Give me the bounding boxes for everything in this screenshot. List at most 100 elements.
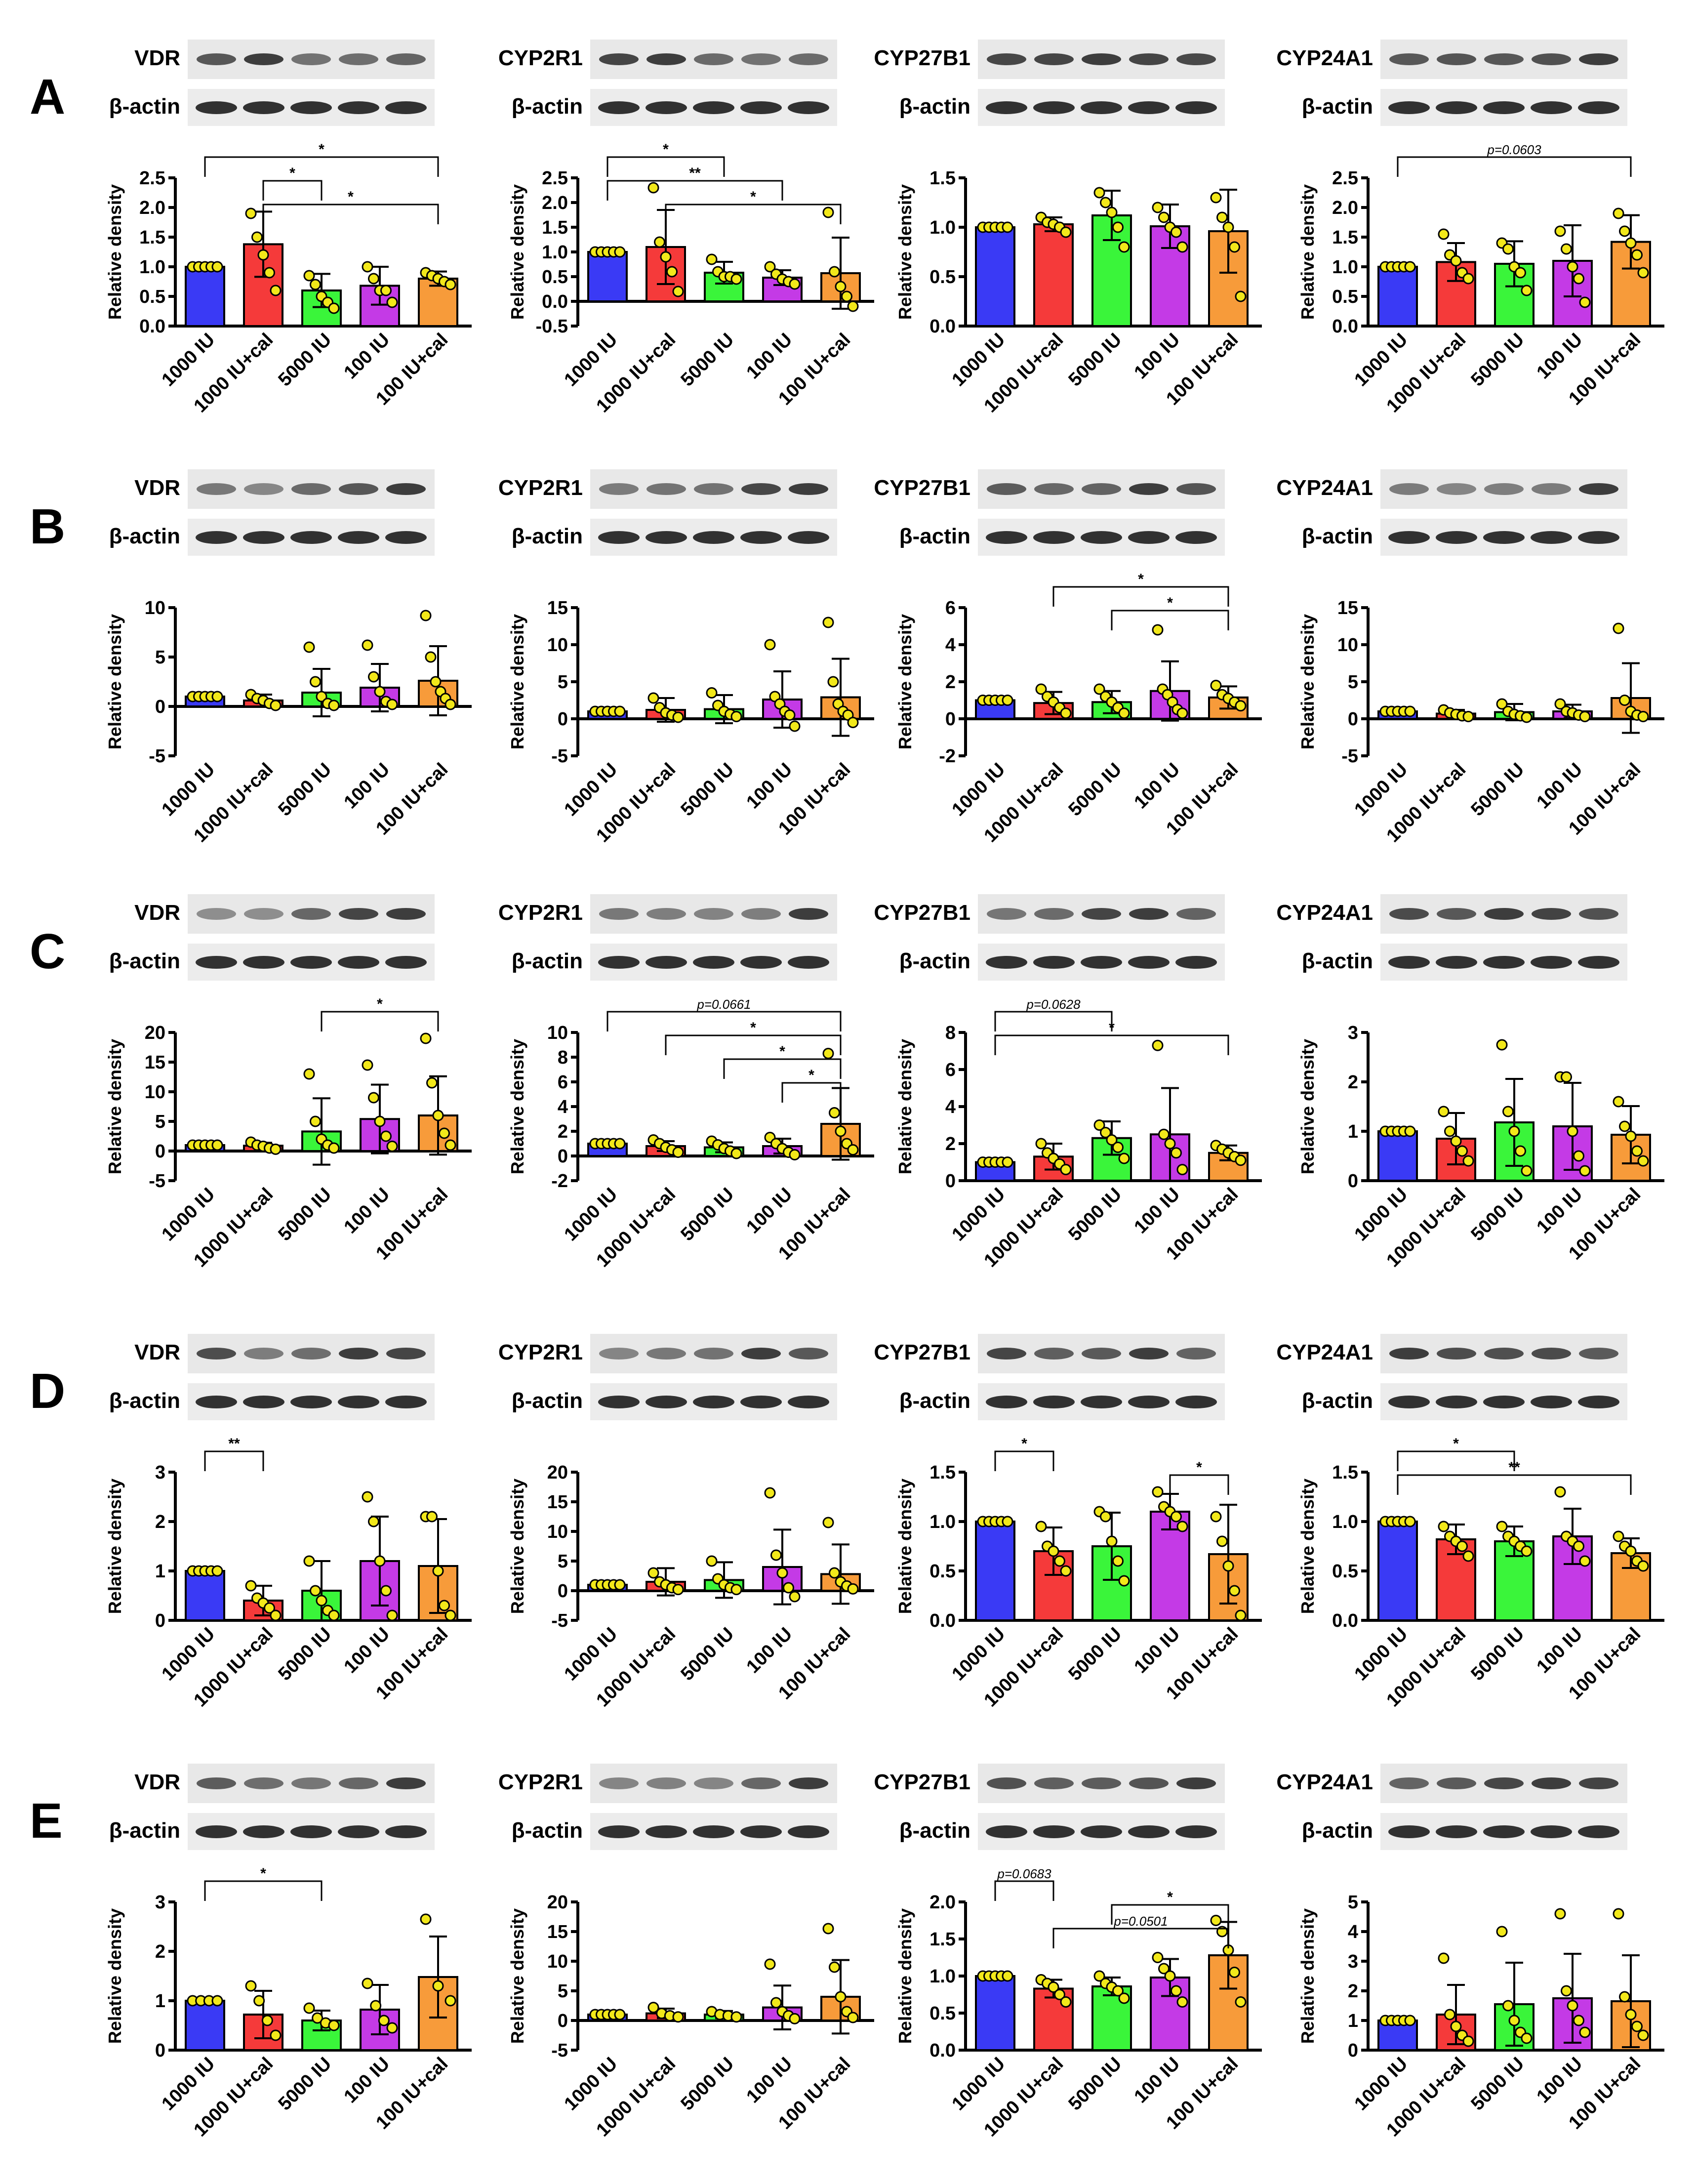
blot-band (1389, 1777, 1429, 1789)
actin-band (598, 1825, 640, 1838)
data-point (764, 639, 776, 651)
data-point (1631, 2020, 1643, 2032)
actin-band (1578, 956, 1619, 969)
significance-bracket (204, 1450, 264, 1471)
significance-bracket (1111, 1904, 1229, 1925)
actin-band (788, 101, 829, 114)
actin-band (1483, 531, 1525, 544)
actin-band (1436, 101, 1477, 114)
y-tick-label: 10 (145, 598, 165, 618)
data-point (1521, 711, 1533, 723)
data-point (789, 1591, 801, 1603)
blot-band (291, 53, 331, 65)
data-point (362, 261, 373, 273)
y-tick-label: 1.0 (1332, 1512, 1358, 1532)
data-point (614, 1138, 626, 1150)
x-tick-label: 5000 IU (275, 330, 336, 391)
data-point (654, 236, 665, 248)
significance-bracket (606, 180, 783, 201)
actin-band (646, 101, 687, 114)
data-point (1561, 1071, 1572, 1083)
y-tick-label: 0 (1348, 2040, 1358, 2061)
blot-band (599, 483, 639, 495)
blot-band (291, 908, 331, 920)
data-point (420, 1913, 432, 1925)
y-tick-label: 1.5 (1332, 227, 1358, 248)
beta-actin-label: β-actin (1302, 949, 1373, 973)
blot-band (1082, 1777, 1121, 1789)
actin-band (986, 101, 1027, 114)
blot-band (1129, 53, 1169, 65)
y-tick-label: 6 (558, 1072, 568, 1093)
x-tick-label: 100 IU (1130, 330, 1184, 383)
chart-D-cyp27b1: CYP27B1 β-actin 0.0 0.5 1.0 1.5 Relative densi… (874, 1334, 1262, 1711)
data-point (362, 1059, 373, 1071)
data-point (432, 1110, 444, 1121)
actin-band (986, 1396, 1027, 1408)
y-tick-label: 8 (945, 1023, 956, 1043)
actin-band (1175, 531, 1217, 544)
y-tick-label: 5 (558, 672, 568, 693)
blot-band (1176, 483, 1216, 495)
actin-band (598, 101, 640, 114)
y-tick-label: 2.0 (139, 198, 165, 218)
significance-label: * (1167, 1889, 1173, 1905)
blot-band (291, 1348, 331, 1360)
actin-band (1578, 101, 1619, 114)
data-point (1619, 1991, 1630, 2003)
data-point (822, 1923, 834, 1935)
data-point (1002, 221, 1013, 233)
significance-bracket (204, 156, 439, 177)
actin-band (196, 531, 237, 544)
actin-band (1175, 956, 1217, 969)
blot-band (1579, 1777, 1618, 1789)
chart-D-cyp2r1: CYP2R1 β-actin -5 0 5 10 15 20 Relative density 1… (498, 1334, 874, 1711)
data-point (1508, 1125, 1520, 1137)
y-tick-label: 15 (1337, 598, 1358, 618)
significance-label: p=0.0501 (1113, 1914, 1168, 1929)
blot-band (1484, 483, 1524, 495)
actin-band (740, 101, 782, 114)
chart-C-cyp2r1: CYP2R1 β-actin -2 0 2 4 6 8 10 Relative density 10… (498, 894, 874, 1272)
blot-band (1532, 1777, 1571, 1789)
blot-band (291, 1777, 331, 1789)
blot-band (1034, 53, 1074, 65)
beta-actin-label: β-actin (109, 94, 180, 119)
blot-band (1437, 53, 1476, 65)
data-point (444, 279, 456, 290)
data-point (1002, 695, 1013, 706)
data-point (386, 2022, 398, 2034)
y-axis-label: Relative density (1297, 184, 1318, 320)
actin-band (646, 956, 687, 969)
chart-A-vdr: VDR β-actin 0.0 0.5 1.0 1.5 2.0 2.5 Relative den… (105, 40, 472, 417)
x-tick-label: 1000 IU (158, 1184, 219, 1245)
data-point (1573, 1150, 1584, 1162)
gene-label: CYP2R1 (498, 1340, 583, 1364)
beta-actin-label: β-actin (899, 949, 970, 973)
data-point (822, 617, 834, 628)
bar-1 (185, 1570, 225, 1621)
significance-label: p=0.0628 (1026, 997, 1081, 1012)
data-point (764, 1958, 776, 1970)
gene-label: VDR (134, 1340, 180, 1364)
actin-band (243, 1825, 284, 1838)
blot-band (197, 53, 236, 65)
x-tick-label: 5000 IU (1065, 759, 1126, 821)
blot-band (244, 908, 283, 920)
beta-actin-label: β-actin (899, 524, 970, 548)
y-tick-label: 2.5 (542, 168, 568, 189)
significance-label: * (750, 1020, 756, 1036)
actin-band (1531, 101, 1572, 114)
data-point (1164, 1970, 1176, 1982)
actin-band (1081, 101, 1122, 114)
blot-band (599, 1348, 639, 1360)
actin-band (1033, 101, 1075, 114)
data-point (1060, 226, 1072, 238)
blot-band (599, 1777, 639, 1789)
data-point (672, 1584, 684, 1596)
y-tick-label: 0 (1348, 709, 1358, 730)
data-point (835, 1991, 847, 2003)
y-tick-label: 10 (1337, 635, 1358, 656)
x-tick-label: 100 IU (1533, 2054, 1586, 2107)
data-point (386, 296, 398, 308)
